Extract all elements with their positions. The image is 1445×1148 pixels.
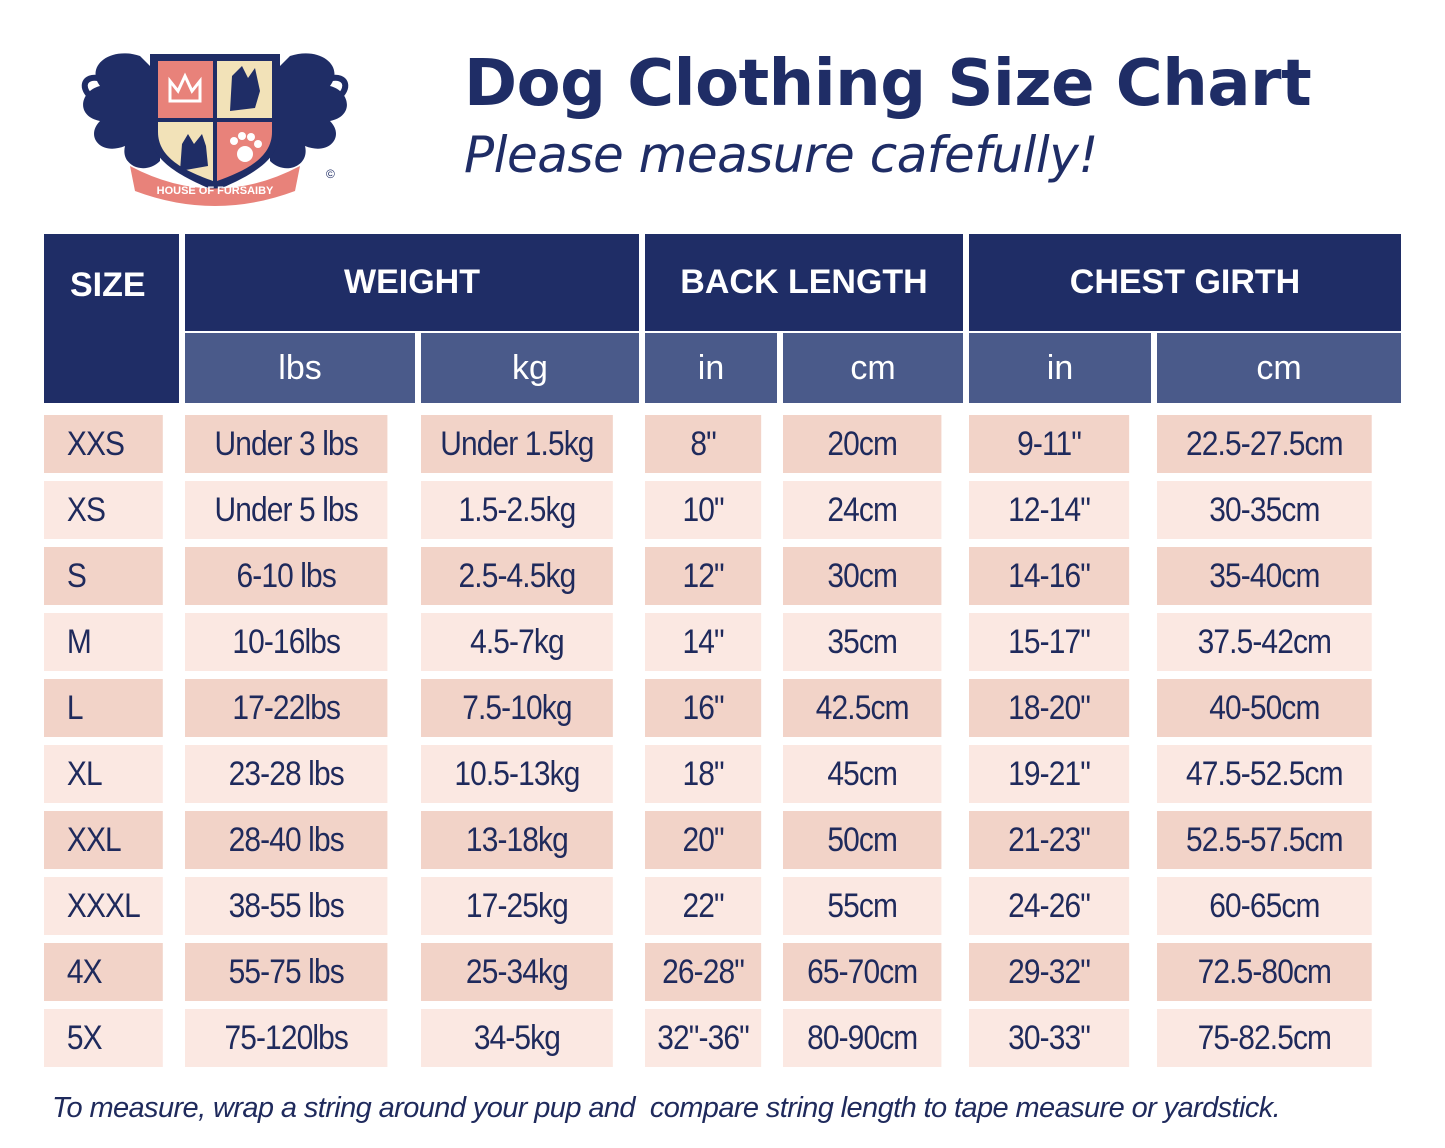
cell-chest-in: 24-26" <box>969 877 1130 935</box>
cell-chest-in: 18-20" <box>969 679 1130 737</box>
table-row-xxxl: XXXL 38-55 lbs 17-25kg 22" 55cm 24-26" 6… <box>44 877 1401 935</box>
measuring-instructions: To measure, wrap a string around your pu… <box>52 1092 1281 1124</box>
svg-text:HOUSE OF FURSAIBY: HOUSE OF FURSAIBY <box>157 185 274 197</box>
cell-lbs: Under 3 lbs <box>185 415 388 473</box>
cell-chest-cm: 72.5-80cm <box>1157 943 1372 1001</box>
crest-icon: HOUSE OF FURSAIBY © <box>81 53 349 206</box>
column-header-weight: WEIGHT <box>185 234 639 331</box>
cell-size: L <box>44 679 163 737</box>
column-header-chest-girth: CHEST GIRTH <box>969 234 1401 331</box>
cell-size: S <box>44 547 163 605</box>
cell-back-cm: 42.5cm <box>783 679 942 737</box>
cell-kg: 10.5-13kg <box>421 745 613 803</box>
cell-back-in: 18" <box>645 745 762 803</box>
cell-kg: 25-34kg <box>421 943 613 1001</box>
table-row-xs: XS Under 5 lbs 1.5-2.5kg 10" 24cm 12-14"… <box>44 481 1401 539</box>
cell-back-in: 8" <box>645 415 762 473</box>
cell-chest-in: 14-16" <box>969 547 1130 605</box>
table-row-s: S 6-10 lbs 2.5-4.5kg 12" 30cm 14-16" 35-… <box>44 547 1401 605</box>
table-row-l: L 17-22lbs 7.5-10kg 16" 42.5cm 18-20" 40… <box>44 679 1401 737</box>
table-row-xl: XL 23-28 lbs 10.5-13kg 18" 45cm 19-21" 4… <box>44 745 1401 803</box>
cell-kg: 1.5-2.5kg <box>421 481 613 539</box>
page-subtitle: Please measure cafefully! <box>464 126 1098 184</box>
cell-lbs: 55-75 lbs <box>185 943 388 1001</box>
cell-chest-in: 15-17" <box>969 613 1130 671</box>
cell-chest-in: 30-33" <box>969 1009 1130 1067</box>
table-row-m: M 10-16lbs 4.5-7kg 14" 35cm 15-17" 37.5-… <box>44 613 1401 671</box>
cell-chest-cm: 52.5-57.5cm <box>1157 811 1372 869</box>
cell-lbs: 17-22lbs <box>185 679 388 737</box>
cell-back-cm: 50cm <box>783 811 942 869</box>
cell-kg: 2.5-4.5kg <box>421 547 613 605</box>
cell-chest-cm: 22.5-27.5cm <box>1157 415 1372 473</box>
column-header-size: SIZE <box>44 234 179 403</box>
subheader-chest-in: in <box>969 333 1151 403</box>
cell-chest-in: 9-11" <box>969 415 1130 473</box>
table-row-4x: 4X 55-75 lbs 25-34kg 26-28" 65-70cm 29-3… <box>44 943 1401 1001</box>
table-row-5x: 5X 75-120lbs 34-5kg 32"-36" 80-90cm 30-3… <box>44 1009 1401 1067</box>
cell-size: XXL <box>44 811 163 869</box>
cell-size: XL <box>44 745 163 803</box>
cell-back-in: 32"-36" <box>645 1009 762 1067</box>
cell-back-in: 20" <box>645 811 762 869</box>
subheader-weight-kg: kg <box>421 333 639 403</box>
subheader-back-cm: cm <box>783 333 963 403</box>
table-row-xxl: XXL 28-40 lbs 13-18kg 20" 50cm 21-23" 52… <box>44 811 1401 869</box>
cell-size: 5X <box>44 1009 163 1067</box>
cell-chest-in: 12-14" <box>969 481 1130 539</box>
cell-lbs: 23-28 lbs <box>185 745 388 803</box>
cell-kg: Under 1.5kg <box>421 415 613 473</box>
svg-text:©: © <box>326 167 335 181</box>
cell-chest-cm: 75-82.5cm <box>1157 1009 1372 1067</box>
cell-chest-cm: 35-40cm <box>1157 547 1372 605</box>
cell-back-in: 16" <box>645 679 762 737</box>
cell-chest-cm: 30-35cm <box>1157 481 1372 539</box>
cell-size: XXS <box>44 415 163 473</box>
house-of-fursaiby-logo: HOUSE OF FURSAIBY © <box>70 36 360 206</box>
cell-chest-cm: 60-65cm <box>1157 877 1372 935</box>
cell-back-cm: 24cm <box>783 481 942 539</box>
cell-back-cm: 65-70cm <box>783 943 942 1001</box>
cell-back-cm: 30cm <box>783 547 942 605</box>
header: Dog Clothing Size Chart Please measure c… <box>464 47 1312 184</box>
cell-lbs: 75-120lbs <box>185 1009 388 1067</box>
cell-chest-cm: 47.5-52.5cm <box>1157 745 1372 803</box>
column-header-back-length: BACK LENGTH <box>645 234 963 331</box>
cell-lbs: 38-55 lbs <box>185 877 388 935</box>
subheader-back-in: in <box>645 333 777 403</box>
cell-back-cm: 45cm <box>783 745 942 803</box>
cell-size: M <box>44 613 163 671</box>
table-row-xxs: XXS Under 3 lbs Under 1.5kg 8" 20cm 9-11… <box>44 415 1401 473</box>
cell-back-in: 26-28" <box>645 943 762 1001</box>
subheader-weight-lbs: lbs <box>185 333 415 403</box>
cell-chest-cm: 40-50cm <box>1157 679 1372 737</box>
cell-back-cm: 80-90cm <box>783 1009 942 1067</box>
page-title: Dog Clothing Size Chart <box>464 47 1312 121</box>
cell-lbs: 10-16lbs <box>185 613 388 671</box>
cell-back-cm: 20cm <box>783 415 942 473</box>
subheader-chest-cm: cm <box>1157 333 1401 403</box>
cell-chest-in: 21-23" <box>969 811 1130 869</box>
cell-chest-in: 29-32" <box>969 943 1130 1001</box>
cell-kg: 4.5-7kg <box>421 613 613 671</box>
cell-kg: 7.5-10kg <box>421 679 613 737</box>
cell-back-in: 22" <box>645 877 762 935</box>
cell-chest-in: 19-21" <box>969 745 1130 803</box>
cell-size: XS <box>44 481 163 539</box>
cell-lbs: Under 5 lbs <box>185 481 388 539</box>
cell-back-cm: 35cm <box>783 613 942 671</box>
cell-kg: 17-25kg <box>421 877 613 935</box>
cell-back-cm: 55cm <box>783 877 942 935</box>
cell-kg: 34-5kg <box>421 1009 613 1067</box>
cell-back-in: 10" <box>645 481 762 539</box>
cell-back-in: 14" <box>645 613 762 671</box>
cell-lbs: 28-40 lbs <box>185 811 388 869</box>
cell-lbs: 6-10 lbs <box>185 547 388 605</box>
cell-chest-cm: 37.5-42cm <box>1157 613 1372 671</box>
cell-size: XXXL <box>44 877 163 935</box>
cell-back-in: 12" <box>645 547 762 605</box>
cell-kg: 13-18kg <box>421 811 613 869</box>
cell-size: 4X <box>44 943 163 1001</box>
